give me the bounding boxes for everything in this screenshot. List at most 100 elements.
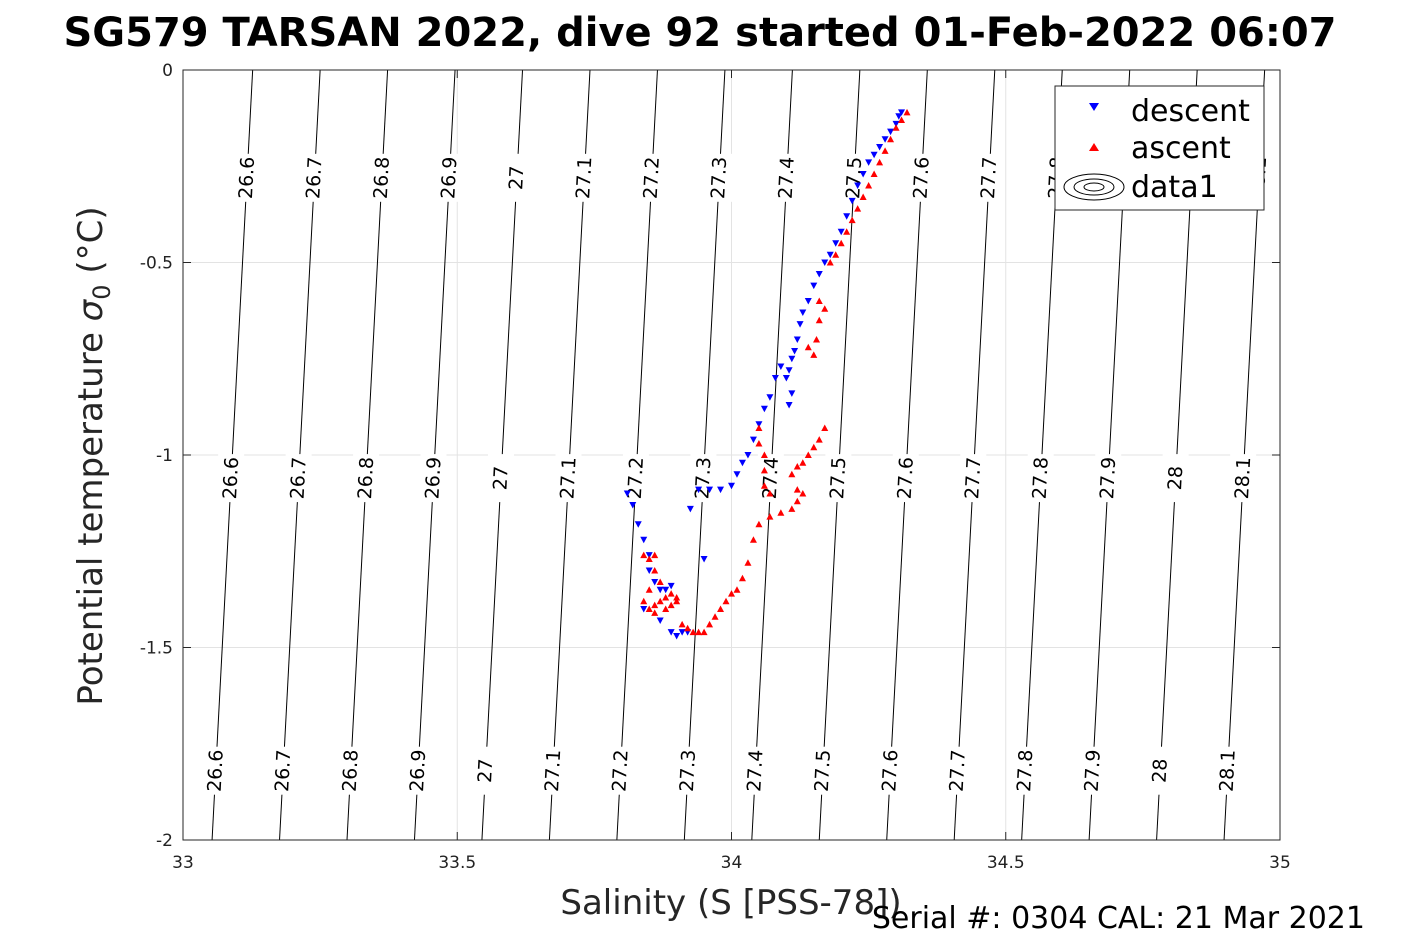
descent-point [717,486,725,494]
contour-label: 27.3 [707,156,731,199]
contour-label: 27.8 [1029,456,1053,499]
descent-point [837,228,845,236]
contour-label: 27.3 [676,749,700,792]
contour-label: 26.6 [219,456,243,499]
descent-point [651,579,659,586]
contour-label-bg [540,746,567,795]
descent-point [645,567,653,574]
contour-label: 27.5 [842,156,866,199]
ascent-point [793,497,801,505]
contour-label: 28.1 [1231,456,1255,499]
ascent-point [788,470,796,478]
descent-point [881,136,889,143]
contour-label-bg [472,746,499,795]
descent-point [678,629,686,636]
ascent-point [662,605,670,612]
contour-label-bg [841,153,868,202]
descent-point [728,482,735,490]
contour-label-bg [436,153,463,202]
ascent-point [821,424,829,432]
ascent-point [656,578,664,586]
ascent-point [684,624,692,632]
ascent-point [651,601,659,609]
x-tick-label: 34.5 [987,853,1025,873]
contour-label-bg [233,153,260,202]
ascent-point [755,424,763,432]
legend-ascent-marker [1089,143,1099,151]
contour-label: 28 [1164,465,1187,490]
y-axis-label-subscript: 0 [88,284,116,299]
contour-label-bg [944,746,971,795]
descent-point [766,394,774,401]
contour-label-bg [1012,746,1039,795]
contour-label-bg [825,454,852,503]
contour-label: 26.7 [302,156,326,199]
ascent-point [832,251,840,258]
y-axis-label-unit: (°C) [71,206,111,284]
contour-label: 27.5 [811,749,835,792]
descent-point [656,586,664,594]
y-axis-label-symbol: σ [71,298,111,321]
descent-point [804,298,812,305]
contour-label: 27.5 [826,456,850,499]
ascent-point [804,343,812,351]
ascent-point [755,439,763,447]
contour-label-bg [706,153,733,202]
contour-label: 27.2 [640,156,664,199]
ascent-point [651,609,659,616]
descent-point [640,606,648,613]
contour-label: 27.9 [1096,456,1120,499]
ascent-point [667,601,675,609]
descent-point [892,120,900,128]
contour-label: 27.7 [961,456,985,499]
ascent-point [810,443,818,451]
descent-point [848,197,856,205]
descent-point [865,159,873,166]
ascent-point [826,259,834,266]
descent-point [755,421,763,428]
ascent-point [870,170,878,177]
chart-title: SG579 TARSAN 2022, dive 92 started 01-Fe… [63,10,1336,56]
ascent-point [848,216,856,224]
contour-label-bg [1079,746,1106,795]
descent-point [785,401,793,409]
contour-label-bg [674,746,701,795]
contour-label: 27.7 [977,156,1001,199]
ascent-point [859,193,867,201]
contour-label-bg [555,454,582,503]
descent-point [744,452,752,459]
contour-label-bg [405,746,432,795]
x-axis-ticks: 33 33.5 34 34.5 35 [172,70,1291,873]
contour-label-bg [1162,454,1189,503]
descent-point [629,502,637,509]
y-tick-label: -1.5 [140,639,173,659]
descent-point [826,251,834,259]
contour-label-bg [218,454,245,503]
ascent-point [640,551,648,559]
ascent-point [799,490,807,497]
descent-point [656,617,664,625]
ascent-point [821,305,829,312]
contour-label: 27.1 [572,156,596,199]
descent-point [799,309,807,317]
ascent-point [728,590,735,597]
descent-point [634,521,642,528]
contour-label-bg [773,153,800,202]
ascent-point [656,597,664,605]
descent-point [785,367,793,374]
contour-label-bg [742,746,769,795]
contour-label-bg [690,454,717,503]
contour-label-bg [270,746,297,795]
descent-point [733,471,741,478]
y-axis-ticks: 0 -0.5 -1 -1.5 -2 [140,61,1280,851]
y-tick-label: -1 [156,446,173,466]
ascent-point [815,297,823,304]
ascent-point [813,336,821,343]
ascent-point [733,586,741,593]
contour-label: 27 [505,165,528,190]
contour-label: 27.6 [878,749,902,792]
legend-box [1054,85,1265,211]
descent-point [645,552,653,559]
ascent-point [645,605,653,612]
density-contours: 26.6 26.6 26.6 26.7 26.7 26.7 26.8 26.8 26.8 26.9… [202,69,1272,841]
